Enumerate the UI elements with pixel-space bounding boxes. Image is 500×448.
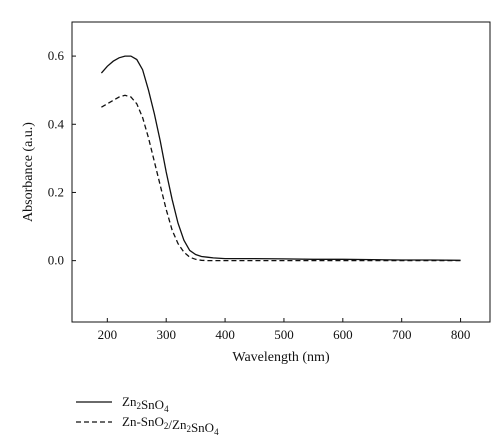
series-line-2 xyxy=(101,94,461,262)
axis-ticks: 200 300 400 500 600 700 800 0.0 0.2 0.4 0.6 xyxy=(48,48,471,342)
legend-label-1: Zn2SnO4 xyxy=(122,394,169,414)
y-tick-label: 0.6 xyxy=(48,48,65,63)
x-tick-label: 400 xyxy=(215,327,235,342)
x-axis-title: Wavelength (nm) xyxy=(232,350,330,365)
legend-label-2: Zn-SnO2/Zn2SnO4 xyxy=(122,414,219,437)
x-tick-label: 300 xyxy=(156,327,176,342)
x-tick-label: 700 xyxy=(392,327,412,342)
x-tick-label: 200 xyxy=(98,327,118,342)
series-line-1 xyxy=(100,55,461,261)
x-tick-label: 800 xyxy=(451,327,471,342)
series-group xyxy=(100,55,461,262)
y-axis-title: Absorbance (a.u.) xyxy=(21,122,36,222)
y-tick-label: 0.4 xyxy=(48,116,65,131)
y-tick-label: 0.2 xyxy=(48,184,64,199)
y-tick-label: 0.0 xyxy=(48,253,64,268)
x-tick-label: 600 xyxy=(333,327,353,342)
x-tick-label: 500 xyxy=(274,327,294,342)
plot-frame xyxy=(71,21,491,323)
